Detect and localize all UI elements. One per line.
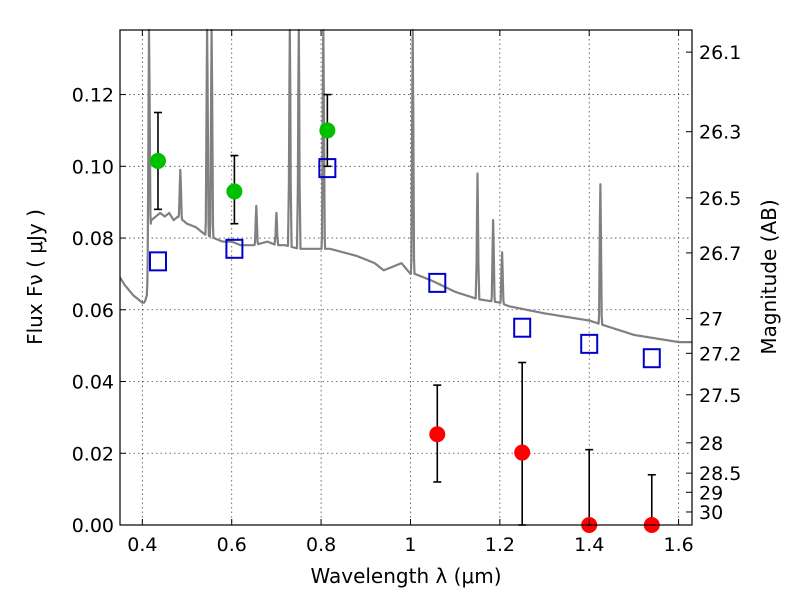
upper-limits-point — [429, 426, 446, 443]
x-tick-label: 1.6 — [663, 534, 693, 556]
data-points — [148, 93, 661, 533]
y-tick-label: 0.04 — [72, 372, 114, 394]
mag-tick-label: 30 — [699, 502, 723, 524]
y-tick-label: 0.00 — [72, 515, 114, 537]
mag-tick-label: 26.7 — [699, 243, 741, 265]
y2-axis-label: Magnitude (AB) — [757, 199, 781, 354]
x-tick-label: 0.6 — [217, 534, 247, 556]
model-spectrum — [119, 28, 693, 344]
spectrum-line — [119, 28, 693, 344]
y-tick-label: 0.10 — [72, 156, 114, 178]
mag-tick-label: 29 — [699, 482, 723, 504]
axis-ticks: 0.4 0.6 0.8 1 1.2 1.4 1.6 0.00 0.02 0.04 0.06 0.08 0… — [72, 30, 741, 556]
mag-tick-label: 28.5 — [699, 463, 741, 485]
model-photometry-square — [225, 238, 244, 259]
y-tick-label: 0.08 — [72, 228, 114, 250]
mag-tick-label: 26.3 — [699, 122, 741, 144]
model-photometry-square — [148, 251, 167, 272]
x-tick-label: 0.4 — [127, 534, 157, 556]
x-axis-label: Wavelength λ (μm) — [310, 564, 501, 588]
y-tick-label: 0.12 — [72, 85, 114, 107]
mag-tick-label: 27.2 — [699, 343, 741, 365]
plot-frame — [119, 29, 693, 526]
detections-point — [149, 152, 166, 169]
mag-tick-label: 26.5 — [699, 188, 741, 210]
model-photometry-square — [642, 348, 661, 369]
detections-point — [226, 183, 243, 200]
mag-tick-label: 26.1 — [699, 42, 741, 64]
mag-tick-label: 27 — [699, 309, 723, 331]
model-photometry-square — [513, 317, 532, 338]
x-tick-label: 0.8 — [306, 534, 336, 556]
x-tick-label: 1.2 — [485, 534, 515, 556]
y-tick-label: 0.02 — [72, 443, 114, 465]
x-tick-label: 1 — [404, 534, 416, 556]
mag-tick-label: 27.5 — [699, 385, 741, 407]
upper-limits-point — [514, 444, 531, 461]
x-tick-label: 1.4 — [574, 534, 604, 556]
model-photometry-square — [580, 333, 599, 354]
detections-point — [319, 122, 336, 139]
model-photometry-square — [428, 272, 447, 293]
y-axis-label: Flux Fν ( μJy ) — [23, 209, 47, 345]
mag-tick-label: 28 — [699, 433, 723, 455]
y-tick-label: 0.06 — [72, 300, 114, 322]
